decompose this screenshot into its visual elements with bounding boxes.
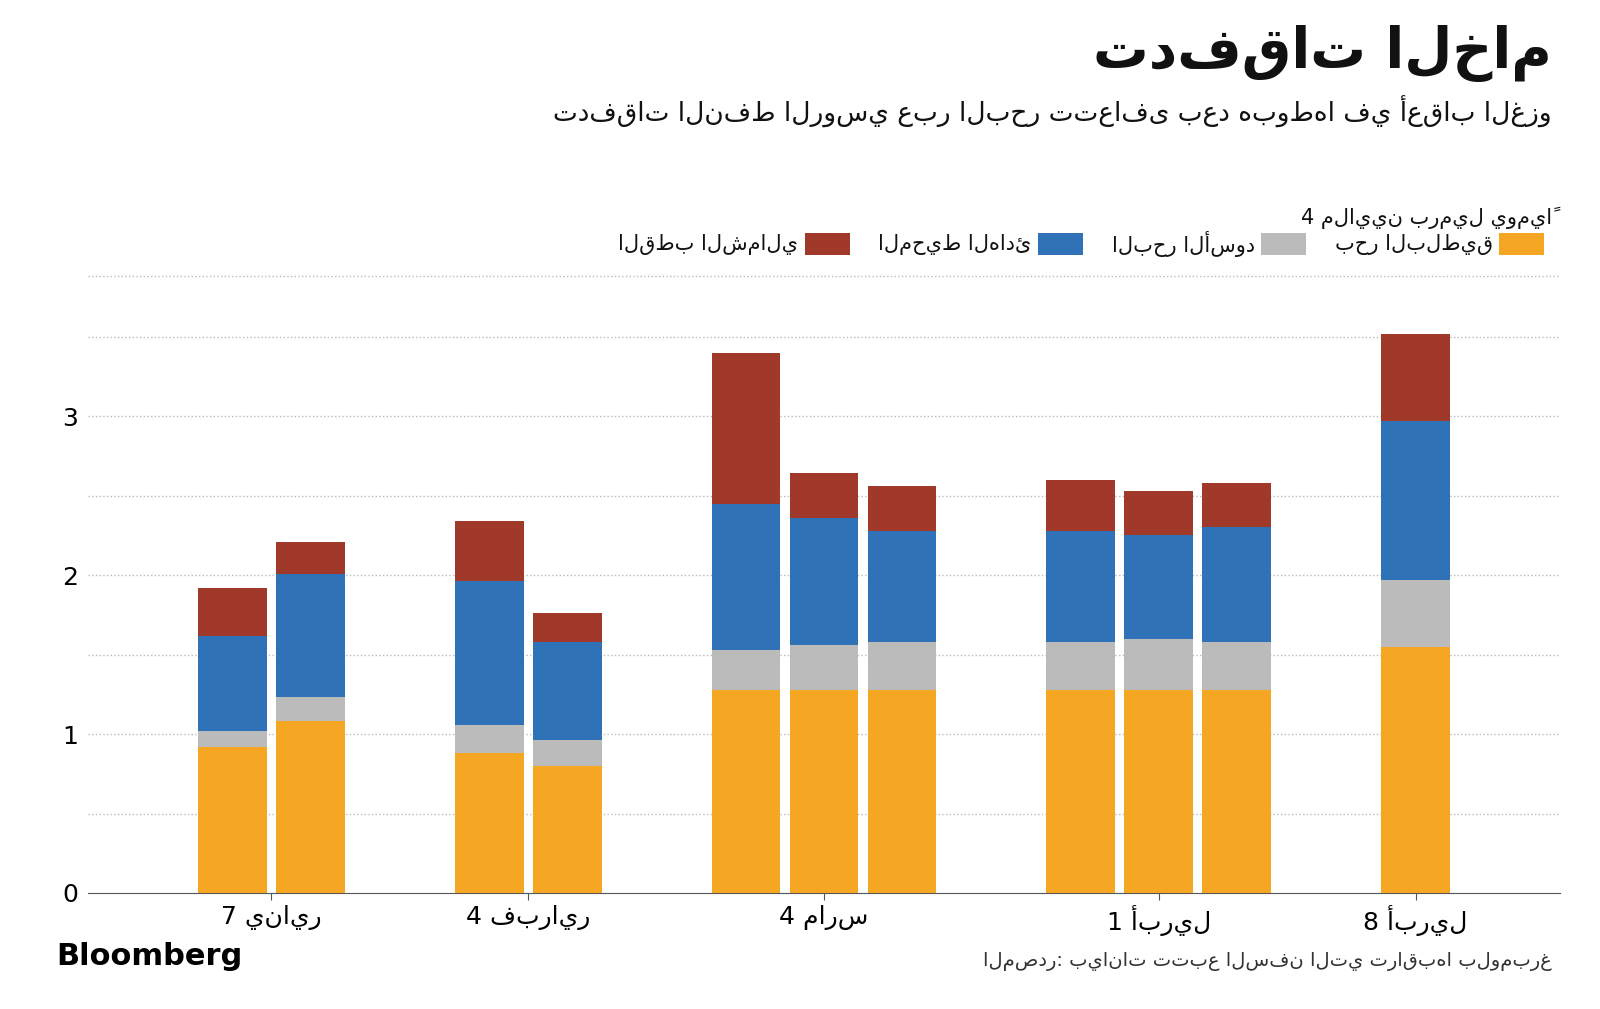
Text: تدفقات النفط الروسي عبر البحر تتعافى بعد هبوطها في أعقاب الغزو: تدفقات النفط الروسي عبر البحر تتعافى بعد… xyxy=(554,96,1552,128)
Bar xyxy=(712,689,781,893)
Text: تدفقات الخام: تدفقات الخام xyxy=(1093,25,1552,82)
Bar xyxy=(712,650,781,689)
Bar xyxy=(198,747,267,893)
Bar xyxy=(454,724,523,753)
Text: 4 ملايين برميل يومياً: 4 ملايين برميل يومياً xyxy=(1301,207,1552,229)
Bar xyxy=(790,518,858,645)
Text: Bloomberg: Bloomberg xyxy=(56,941,242,971)
Bar xyxy=(198,588,267,636)
Bar xyxy=(712,353,781,503)
Bar xyxy=(533,766,602,893)
Bar xyxy=(198,731,267,747)
Bar xyxy=(277,721,344,893)
Bar xyxy=(1202,689,1270,893)
Bar xyxy=(1125,536,1194,639)
Bar xyxy=(1202,528,1270,642)
Bar xyxy=(867,531,936,642)
Bar xyxy=(198,636,267,731)
Bar xyxy=(454,521,523,581)
Bar xyxy=(277,542,344,573)
Bar xyxy=(454,753,523,893)
Text: البحر الأسود: البحر الأسود xyxy=(1112,231,1254,257)
Text: المحيط الهادئ: المحيط الهادئ xyxy=(878,234,1032,254)
Text: القطب الشمالي: القطب الشمالي xyxy=(619,234,798,254)
Text: المصدر: بيانات تتبع السفن التي تراقبها بلومبرغ: المصدر: بيانات تتبع السفن التي تراقبها ب… xyxy=(984,951,1552,971)
Bar xyxy=(1202,483,1270,528)
Bar xyxy=(1381,421,1450,580)
Bar xyxy=(1381,647,1450,893)
Bar xyxy=(790,689,858,893)
Bar xyxy=(1381,580,1450,647)
Bar xyxy=(1046,479,1115,531)
Bar xyxy=(790,645,858,689)
Bar xyxy=(1125,689,1194,893)
Bar xyxy=(1381,334,1450,421)
Bar xyxy=(790,473,858,518)
Bar xyxy=(1046,689,1115,893)
Bar xyxy=(533,613,602,642)
Bar xyxy=(533,642,602,741)
Bar xyxy=(533,741,602,766)
Bar xyxy=(277,573,344,697)
Bar xyxy=(867,642,936,689)
Bar xyxy=(454,581,523,724)
Bar xyxy=(712,503,781,650)
Bar xyxy=(1125,491,1194,536)
Bar xyxy=(1046,531,1115,642)
Bar xyxy=(1125,639,1194,689)
Bar xyxy=(1202,642,1270,689)
Text: بحر البلطيق: بحر البلطيق xyxy=(1334,234,1493,254)
Bar xyxy=(1046,642,1115,689)
Bar xyxy=(867,486,936,531)
Bar xyxy=(867,689,936,893)
Bar xyxy=(277,697,344,721)
